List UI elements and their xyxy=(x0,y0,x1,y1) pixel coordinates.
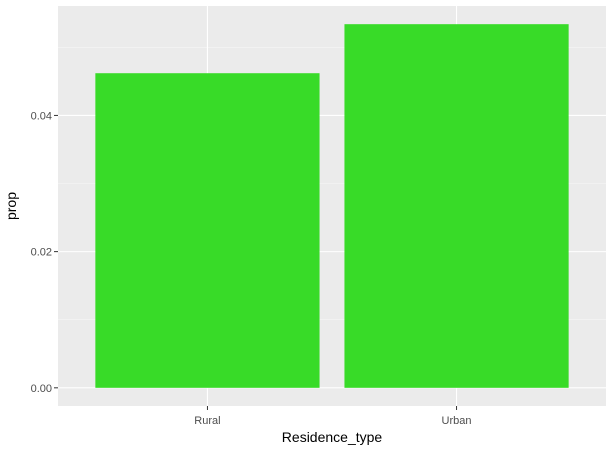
x-tick-label: Rural xyxy=(194,415,220,427)
x-axis-title: Residence_type xyxy=(282,429,383,445)
y-axis: 0.00 0.02 0.04 xyxy=(31,110,58,395)
bar-urban xyxy=(344,24,569,388)
x-axis: Rural Urban xyxy=(194,406,472,427)
y-tick-label: 0.00 xyxy=(31,383,52,395)
bars-group xyxy=(95,24,569,388)
y-tick-label: 0.04 xyxy=(31,110,52,122)
y-tick-label: 0.02 xyxy=(31,247,52,259)
x-tick-label: Urban xyxy=(442,415,472,427)
bar-rural xyxy=(95,73,320,388)
y-axis-title: prop xyxy=(3,192,19,220)
